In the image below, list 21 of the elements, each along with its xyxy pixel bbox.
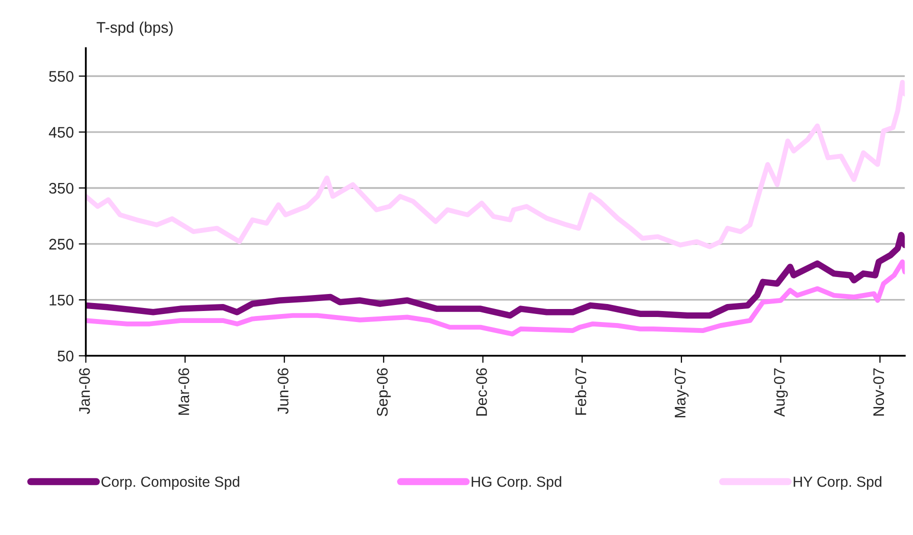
y-tick-label: 350 [49,182,74,194]
y-axis-title: T-spd (bps) [96,22,173,36]
legend-label: HY Corp. Spd [794,476,882,490]
y-tick-label: 50 [58,350,74,362]
y-tick-label: 450 [48,126,74,138]
x-tick-label: Jan-06 [79,368,90,414]
y-tick-label: 150 [50,294,74,306]
y-tick-label: 550 [49,70,74,82]
x-tick-label: Nov-07 [873,368,884,416]
x-tick-label: Dec-06 [476,368,487,416]
line-series [86,80,905,250]
legend-label: Corp. Composite Spd [101,476,240,490]
line-series [86,259,905,336]
x-tick-label: May-07 [674,368,689,418]
x-tick-label: Sep-06 [376,368,391,416]
legend-label: HG Corp. Spd [472,476,562,490]
x-tick-label: Mar-06 [178,368,190,415]
y-tick-label: 250 [49,238,74,250]
x-tick-label: Jun-06 [278,368,288,414]
x-tick-label: Aug-07 [774,368,788,417]
x-tick-label: Feb-07 [575,368,586,415]
